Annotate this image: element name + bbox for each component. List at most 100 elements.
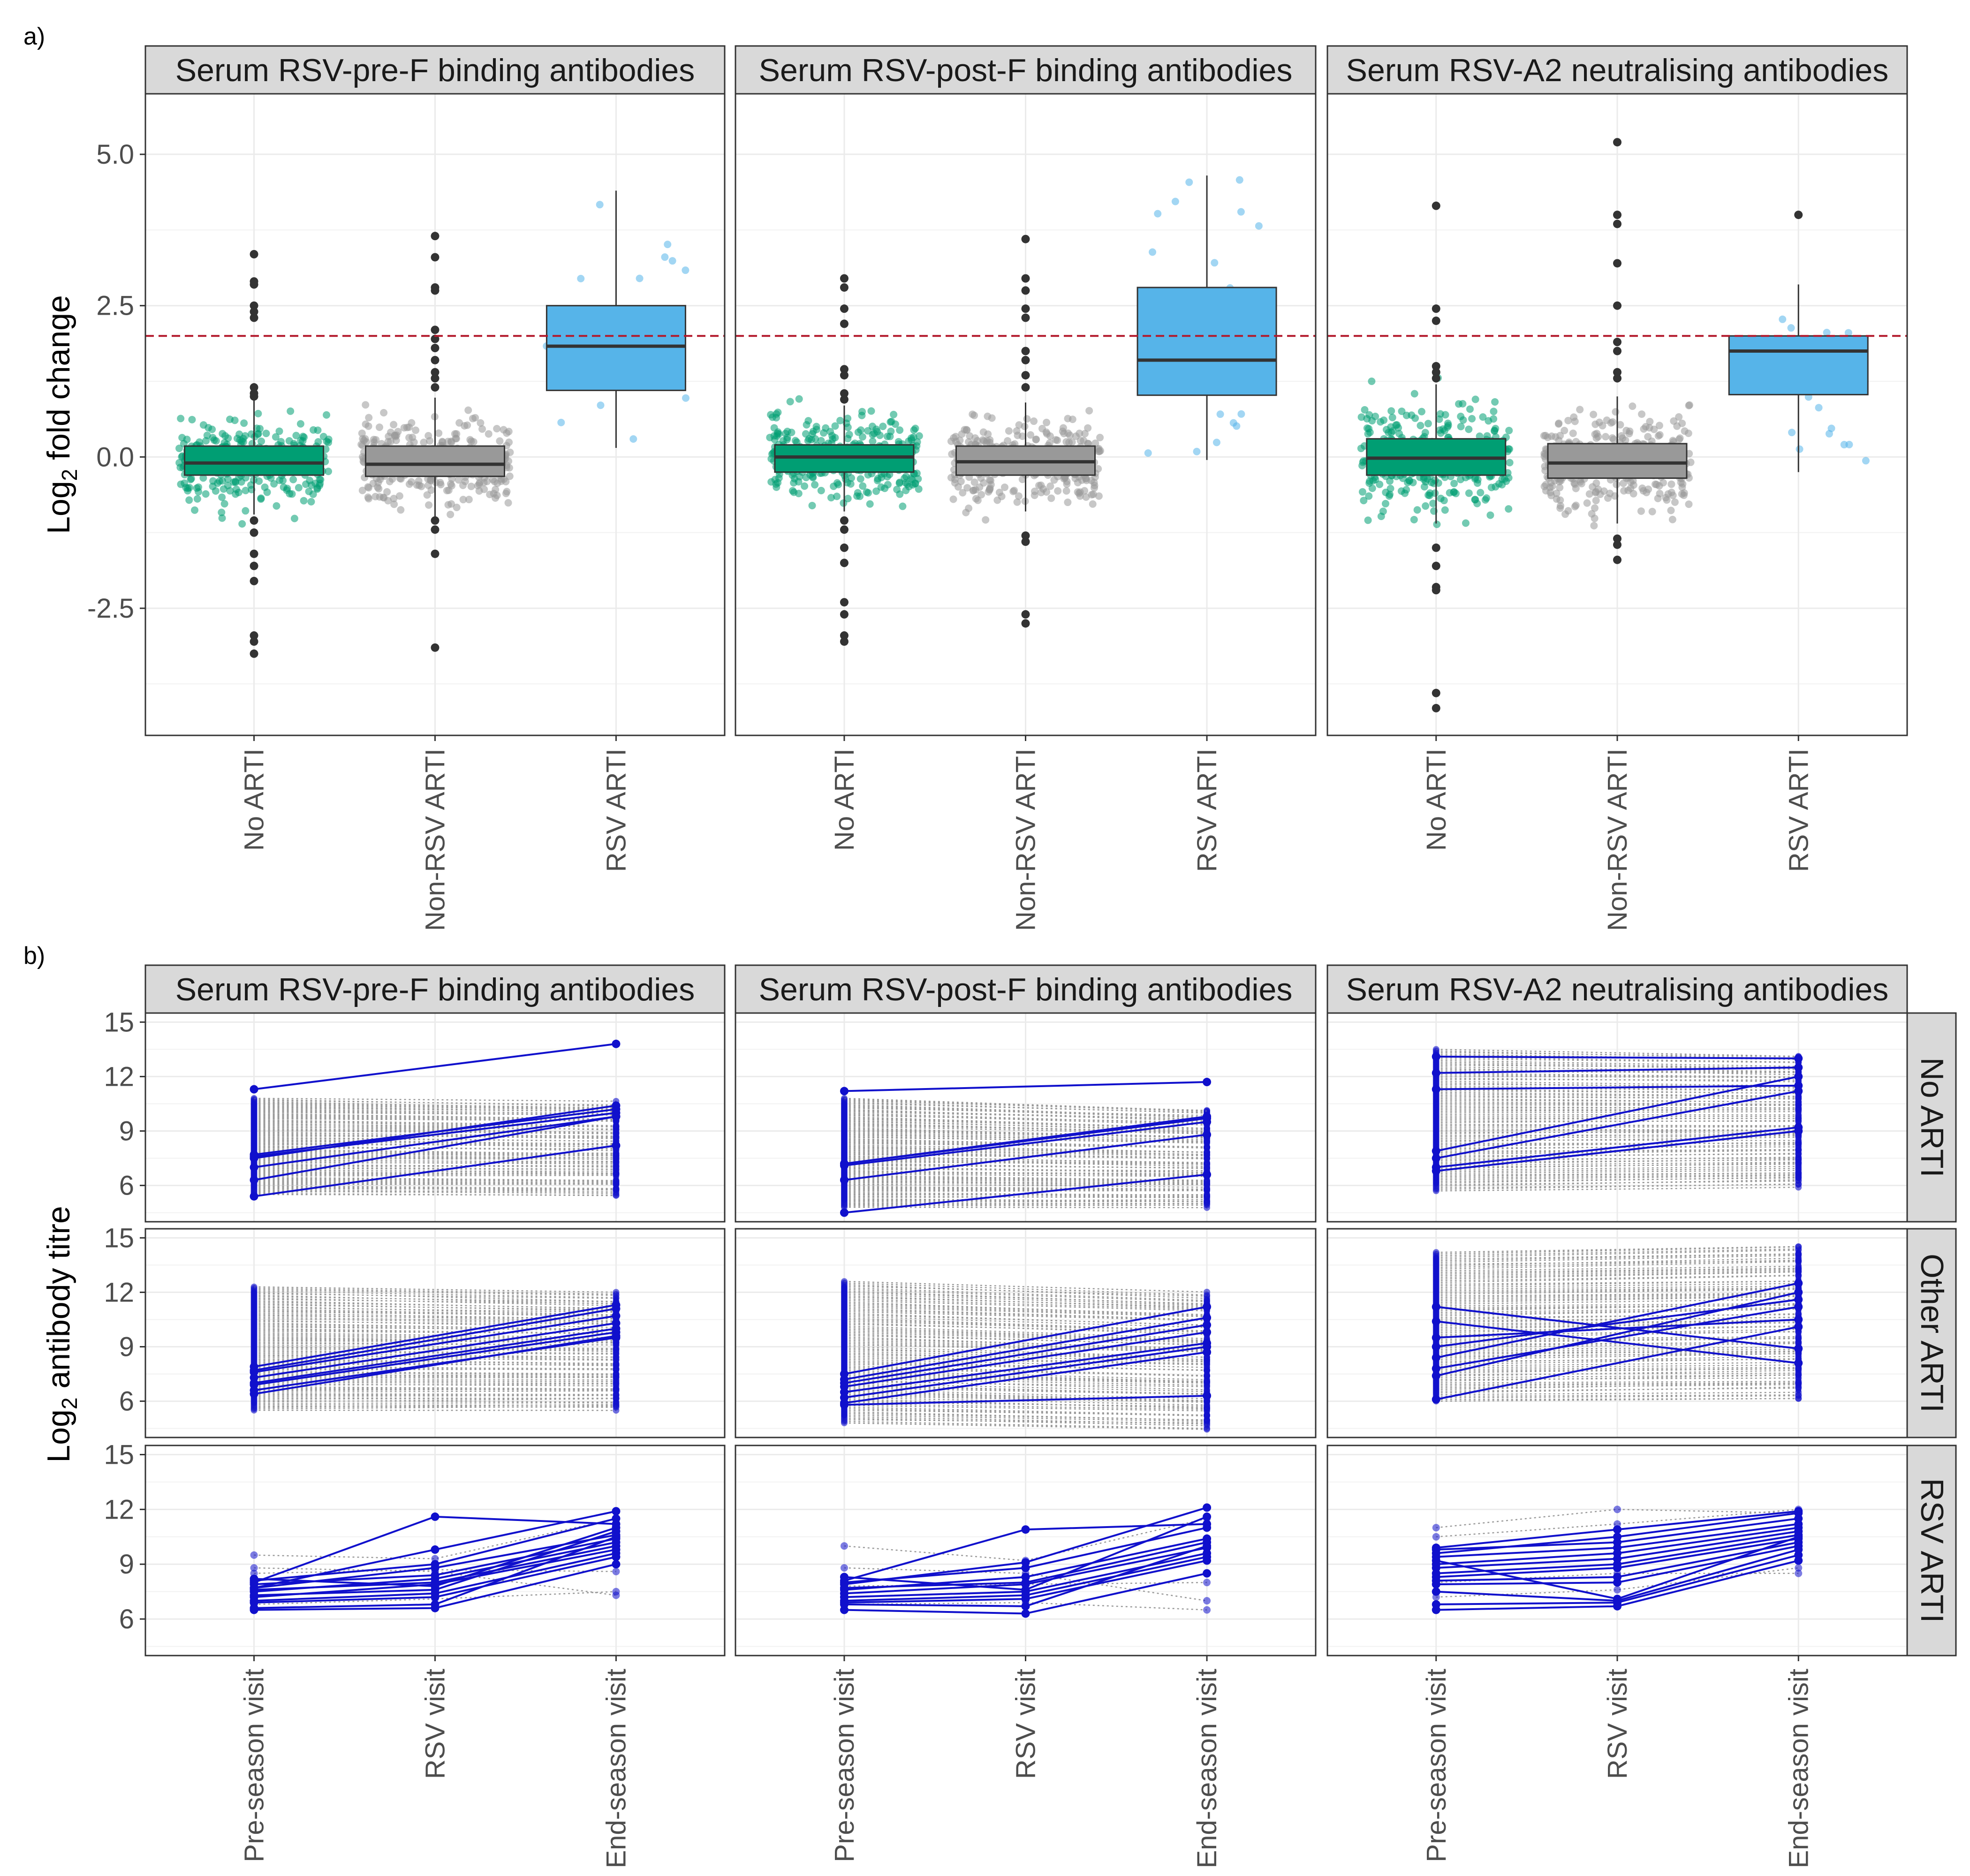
y-tick-label: 15 xyxy=(104,1439,134,1470)
grey-trajectory xyxy=(1436,1179,1799,1187)
jitter-point xyxy=(1076,492,1084,500)
grey-trajectory xyxy=(254,1353,616,1358)
jitter-point xyxy=(384,438,392,446)
grey-trajectory xyxy=(1436,1382,1799,1390)
grey-trajectory xyxy=(254,1328,616,1335)
box-outlier xyxy=(1613,534,1621,543)
jitter-point xyxy=(795,395,803,403)
jitter-point xyxy=(1638,410,1646,418)
rsv-trajectory xyxy=(254,1331,616,1386)
y-tick-label: 9 xyxy=(119,1549,134,1580)
panel-a-facet: Serum RSV-A2 neutralising antibodies No A… xyxy=(1326,45,1908,931)
rsv-trajectory xyxy=(1436,1055,1799,1059)
jitter-point xyxy=(768,450,776,458)
jitter-point xyxy=(1015,492,1023,500)
box-outlier xyxy=(840,365,849,374)
grey-trajectory xyxy=(1436,1326,1799,1333)
rsv-point xyxy=(1203,1302,1212,1311)
grey-trajectory xyxy=(844,1518,1207,1561)
jitter-point xyxy=(447,510,455,518)
box-outlier xyxy=(1613,211,1621,219)
grey-trajectory xyxy=(254,1380,616,1382)
grey-trajectory xyxy=(1436,1359,1799,1362)
jitter-point xyxy=(887,417,895,425)
jitter-point xyxy=(971,434,979,442)
box-outlier xyxy=(1432,316,1440,325)
pre-point xyxy=(841,1278,848,1285)
rsv-point xyxy=(840,1400,849,1409)
grey-trajectory xyxy=(254,1156,616,1160)
box-iqr xyxy=(1728,335,1869,395)
jitter-point xyxy=(868,423,876,431)
jitter-point xyxy=(1504,445,1512,453)
jitter-point xyxy=(275,427,283,435)
jitter-point xyxy=(1594,433,1602,441)
panel-a-letter: a) xyxy=(23,23,45,50)
panel-border xyxy=(735,1228,1317,1438)
jitter-point xyxy=(963,484,971,492)
jitter-point xyxy=(1089,490,1097,498)
grey-trajectory xyxy=(254,1358,616,1364)
jitter-point xyxy=(636,274,644,282)
grey-trajectory xyxy=(254,1185,616,1189)
jitter-point xyxy=(478,425,486,433)
jitter-point xyxy=(840,499,848,507)
box-iqr xyxy=(1137,287,1277,396)
panel-border xyxy=(144,1012,726,1223)
jitter-point xyxy=(859,482,867,490)
jitter-point xyxy=(253,424,261,432)
jitter-point xyxy=(788,487,796,495)
jitter-point xyxy=(1385,429,1393,437)
jitter-point xyxy=(1616,421,1624,429)
grey-trajectory xyxy=(1436,1248,1799,1256)
box-outlier xyxy=(1021,347,1030,356)
jitter-point xyxy=(1037,481,1045,489)
grey-trajectory xyxy=(1436,1128,1799,1131)
grey-trajectory xyxy=(1436,1257,1799,1267)
jitter-point xyxy=(894,438,902,446)
jitter-point xyxy=(376,423,384,431)
rsv-point xyxy=(1432,1556,1440,1565)
jitter-point xyxy=(1823,329,1831,337)
grey-point xyxy=(1795,1564,1803,1572)
box-outlier xyxy=(1432,304,1440,313)
jitter-point xyxy=(1678,419,1686,427)
x-tick-label: Pre-season visit xyxy=(1421,1669,1452,1862)
rsv-trajectory xyxy=(844,1346,1207,1399)
jitter-point xyxy=(361,435,369,443)
grey-trajectory xyxy=(254,1286,616,1293)
grey-trajectory xyxy=(1436,1394,1799,1397)
jitter-point xyxy=(1505,474,1513,482)
grey-trajectory xyxy=(1436,1355,1799,1363)
jitter-point xyxy=(661,253,669,261)
box-outlier xyxy=(1432,586,1440,595)
y-axis-title-suffix: fold change xyxy=(41,295,76,469)
jitter-point xyxy=(905,437,913,445)
box-outlier xyxy=(250,280,258,289)
grey-trajectory xyxy=(254,1159,616,1163)
grey-trajectory xyxy=(254,1171,616,1175)
grey-trajectory xyxy=(1436,1114,1799,1116)
box-group xyxy=(1728,211,1870,472)
jitter-point xyxy=(1364,430,1372,438)
rsv-point xyxy=(250,1390,258,1399)
rsv-point xyxy=(1432,1580,1440,1589)
grey-trajectory xyxy=(254,1100,616,1106)
jitter-point xyxy=(323,438,331,446)
jitter-point xyxy=(1387,407,1395,415)
rsv-trajectory xyxy=(844,1117,1207,1165)
grey-trajectory xyxy=(1436,1293,1799,1297)
box-outlier xyxy=(840,559,849,567)
jitter-point xyxy=(1435,415,1443,423)
jitter-point xyxy=(1471,395,1479,403)
jitter-point xyxy=(1149,248,1157,256)
jitter-point xyxy=(1585,490,1593,498)
jitter-point xyxy=(1602,433,1610,441)
rsv-point xyxy=(1794,1063,1803,1072)
box-outlier xyxy=(1613,138,1621,147)
grey-point xyxy=(1432,1524,1440,1532)
rsv-point xyxy=(1021,1564,1030,1573)
grey-trajectory xyxy=(254,1097,616,1102)
box-outlier xyxy=(1432,362,1440,371)
jitter-point xyxy=(1644,433,1652,441)
